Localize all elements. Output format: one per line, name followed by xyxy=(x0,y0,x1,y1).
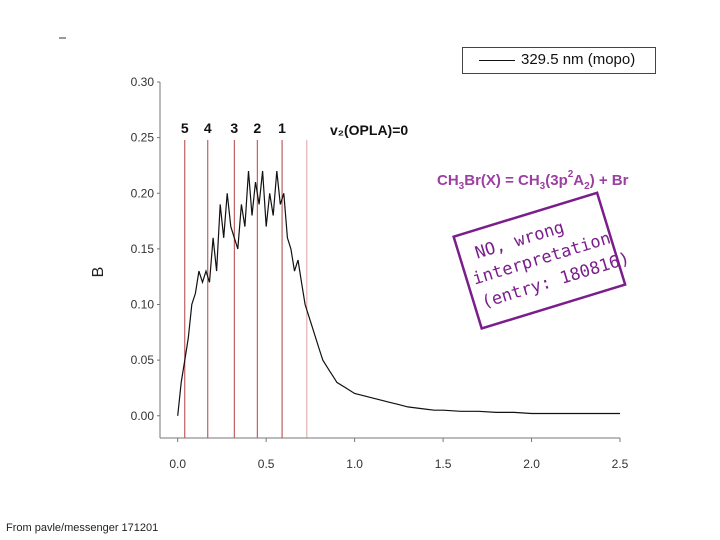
legend: 329.5 nm (mopo) xyxy=(462,47,656,74)
stray-mark xyxy=(59,37,66,39)
y-gridlines xyxy=(157,81,160,417)
x-tick-label: 2.0 xyxy=(523,457,540,471)
y-axis-label: B xyxy=(90,267,107,278)
x-tick-label: 1.5 xyxy=(435,457,452,471)
legend-label: 329.5 nm (mopo) xyxy=(521,51,636,68)
y-tick-label: 0.30 xyxy=(131,75,155,89)
y-tick-label: 0.20 xyxy=(131,186,155,200)
x-tick-label: 2.5 xyxy=(612,457,629,471)
reaction-label: CH3Br(X) = CH3(3p2A2) + Br xyxy=(437,169,629,192)
legend-line-sample xyxy=(479,60,515,61)
y-tick-label: 0.10 xyxy=(131,298,155,312)
y-tick-label: 0.15 xyxy=(131,242,155,256)
v2-marker-label: 4 xyxy=(204,120,212,136)
x-tick-labels: 0.0 0.5 1.0 1.5 2.0 2.5 xyxy=(169,438,629,471)
v2-markers xyxy=(184,140,308,438)
v2-marker-label: 3 xyxy=(230,120,238,136)
y-tick-label: 0.25 xyxy=(131,131,155,145)
data-series-line xyxy=(177,170,620,416)
v2-marker-label: 5 xyxy=(181,120,189,136)
y-tick-label: 0.00 xyxy=(131,409,155,423)
wrong-interpretation-note: NO, wrong interpretation (entry: 180816) xyxy=(452,191,632,331)
v2-marker-label: 1 xyxy=(278,120,286,136)
v2-label: v₂(OPLA)=0 xyxy=(330,122,408,138)
x-tick-label: 0.0 xyxy=(169,457,186,471)
y-tick-labels: 0.00 0.05 0.10 0.15 0.20 0.25 0.30 xyxy=(131,75,155,423)
x-tick-label: 0.5 xyxy=(258,457,275,471)
y-tick-label: 0.05 xyxy=(131,353,155,367)
v2-marker-label: 2 xyxy=(253,120,261,136)
source-footer: From pavle/messenger 171201 xyxy=(6,522,159,534)
x-tick-label: 1.0 xyxy=(346,457,363,471)
